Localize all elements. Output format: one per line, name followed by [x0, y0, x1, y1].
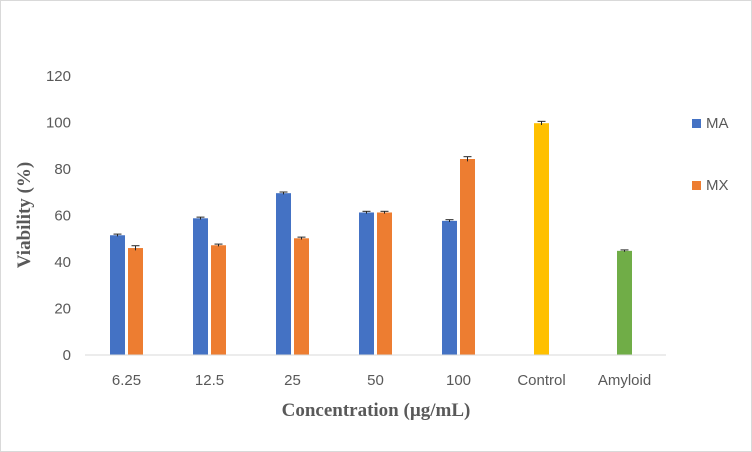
y-tick-label: 20: [54, 301, 71, 318]
x-tick-labels: 6.25 12.5 25 50 100 Control Amyloid: [112, 372, 651, 389]
x-tick-label: Control: [517, 372, 565, 389]
bar: [460, 159, 475, 355]
y-tick-label: 40: [54, 254, 71, 271]
bar: [359, 212, 374, 355]
bar: [193, 218, 208, 355]
y-tick-label: 120: [46, 68, 71, 85]
x-axis-title: Concentration (µg/mL): [282, 400, 471, 421]
bar: [110, 235, 125, 355]
bar: [128, 248, 143, 355]
x-tick-label: Amyloid: [598, 372, 651, 389]
y-axis-title: Viability (%): [14, 162, 35, 268]
y-tick-label: 80: [54, 161, 71, 178]
bars: [110, 120, 632, 355]
x-tick-label: 50: [367, 372, 384, 389]
legend-label: MA: [706, 115, 729, 132]
bar: [294, 238, 309, 355]
x-tick-label: 25: [284, 372, 301, 389]
x-tick-label: 6.25: [112, 372, 141, 389]
legend-swatch: [692, 181, 701, 190]
legend-swatch: [692, 119, 701, 128]
bar: [276, 193, 291, 355]
y-tick-label: 0: [63, 347, 71, 364]
x-tick-label: 12.5: [195, 372, 224, 389]
legend-label: MX: [706, 177, 729, 194]
bar: [534, 123, 549, 355]
bar: [377, 212, 392, 355]
y-tick-labels: 0 20 40 60 80 100 120: [46, 68, 71, 364]
legend: MA MX: [692, 115, 729, 194]
bar: [442, 220, 457, 355]
y-tick-label: 100: [46, 115, 71, 132]
bar: [617, 250, 632, 355]
bar: [211, 245, 226, 355]
y-tick-label: 60: [54, 208, 71, 225]
x-tick-label: 100: [446, 372, 471, 389]
